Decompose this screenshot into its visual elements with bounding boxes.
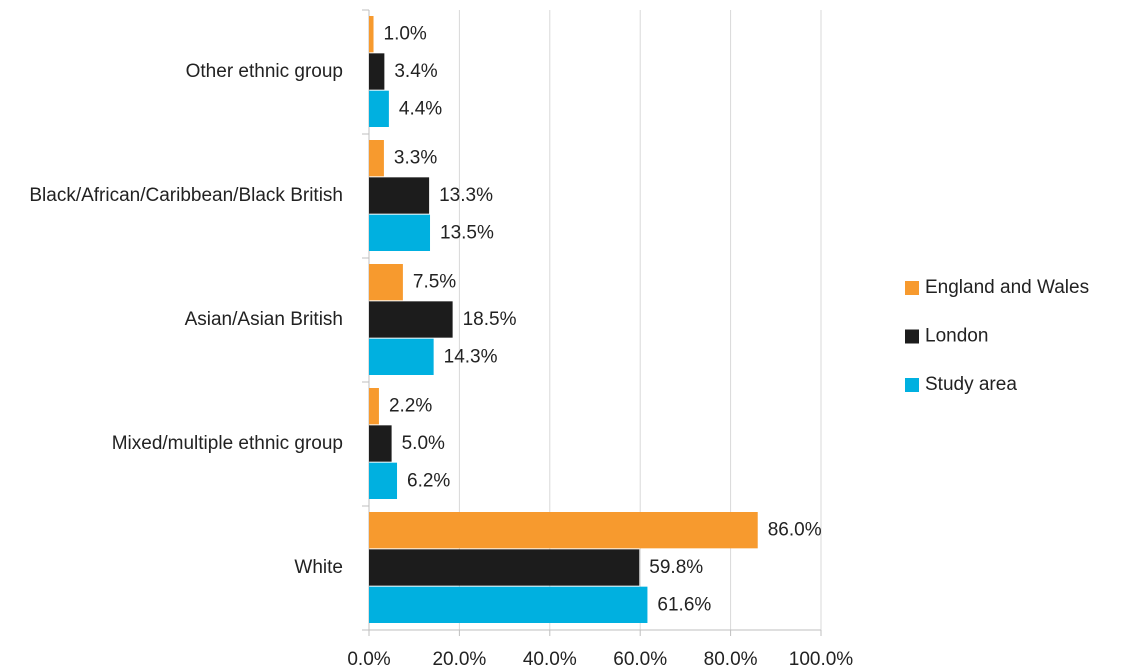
x-tick-label: 100.0% [789, 649, 854, 670]
x-tick-label: 0.0% [347, 649, 390, 670]
data-label: 59.8% [649, 557, 703, 578]
x-tick-label: 20.0% [432, 649, 486, 670]
y-tick-label: Black/African/Caribbean/Black British [29, 185, 343, 206]
bar [369, 549, 640, 586]
bar [369, 177, 430, 214]
bar [369, 512, 758, 549]
data-label: 7.5% [413, 272, 456, 293]
legend-swatch [905, 378, 919, 392]
data-label: 3.3% [394, 148, 437, 169]
y-tick-label: Other ethnic group [185, 61, 343, 82]
legend-label: London [925, 326, 988, 347]
data-label: 2.2% [389, 396, 432, 417]
legend-swatch [905, 281, 919, 295]
bar [369, 140, 384, 177]
legend-label: Study area [925, 374, 1017, 395]
bar [369, 388, 379, 425]
bar [369, 586, 648, 623]
y-tick-label: White [294, 557, 343, 578]
data-label: 13.3% [439, 185, 493, 206]
data-label: 14.3% [444, 346, 498, 367]
bar [369, 338, 434, 375]
bar [369, 214, 431, 251]
data-label: 4.4% [399, 98, 442, 119]
bar [369, 425, 392, 462]
data-label: 5.0% [402, 433, 445, 454]
data-label: 6.2% [407, 470, 450, 491]
bar [369, 53, 385, 90]
legend-label: England and Wales [925, 277, 1089, 298]
bar [369, 462, 398, 499]
bar [369, 301, 453, 338]
data-label: 61.6% [657, 594, 711, 615]
x-tick-label: 80.0% [704, 649, 758, 670]
data-label: 18.5% [463, 309, 517, 330]
bar [369, 16, 374, 53]
y-tick-label: Asian/Asian British [184, 309, 343, 330]
data-label: 3.4% [394, 61, 437, 82]
x-tick-label: 60.0% [613, 649, 667, 670]
y-tick-label: Mixed/multiple ethnic group [111, 433, 343, 454]
legend-swatch [905, 329, 919, 344]
x-tick-label: 40.0% [523, 649, 577, 670]
bar [369, 90, 389, 127]
data-label: 86.0% [768, 520, 822, 541]
data-label: 13.5% [440, 222, 494, 243]
bar [369, 264, 403, 301]
data-label: 1.0% [384, 24, 427, 45]
